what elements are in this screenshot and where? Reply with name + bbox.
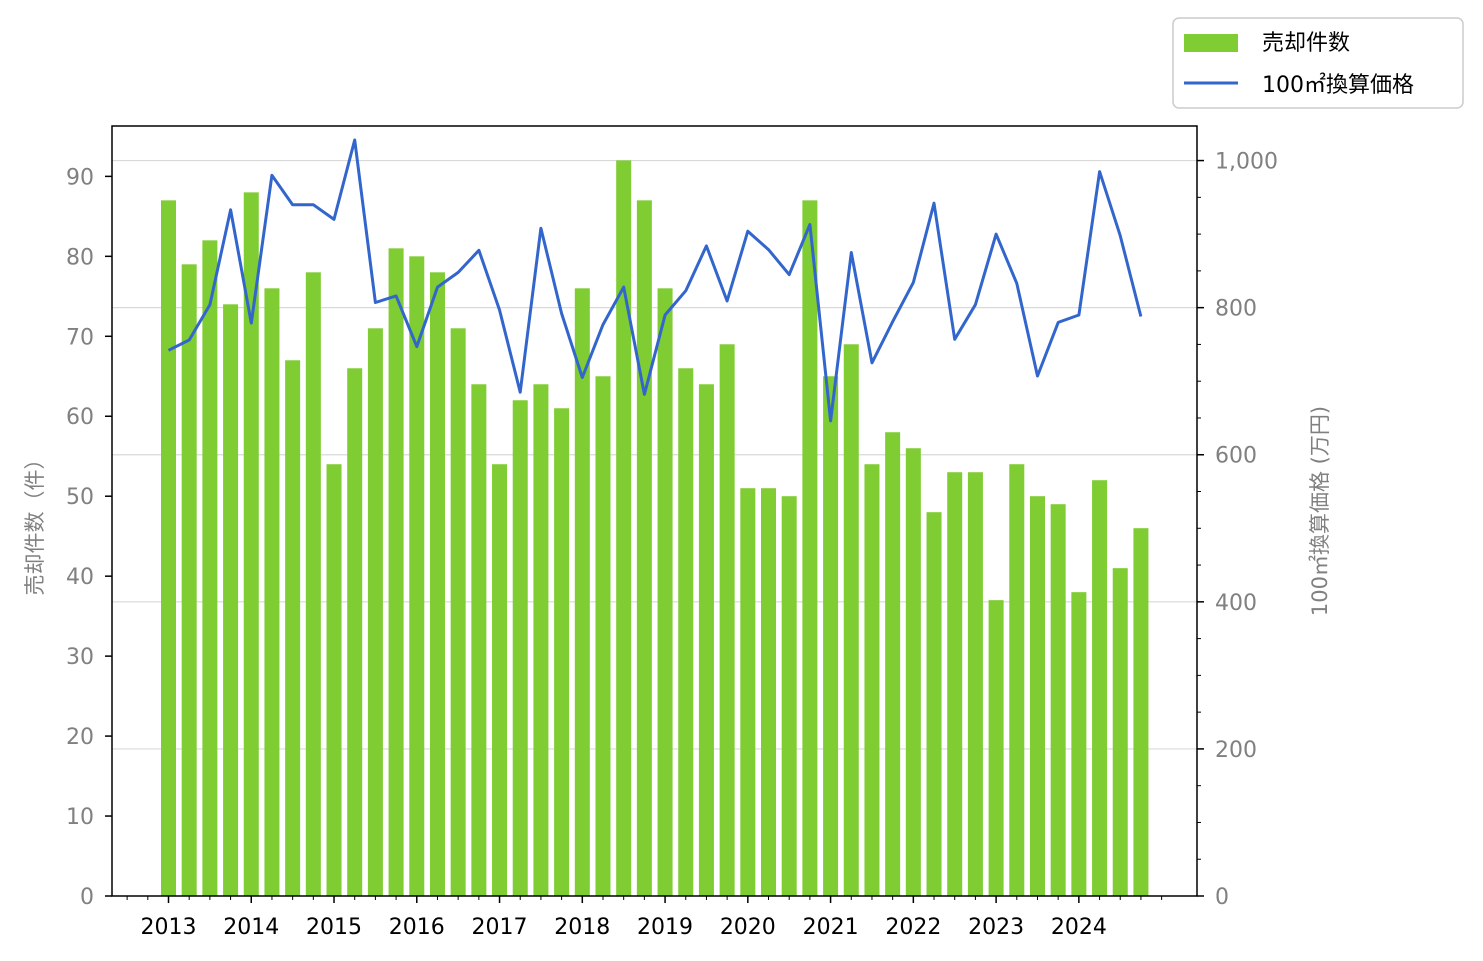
right-axis-label: 100㎡換算価格 (万円) [1308,406,1332,616]
plot-frame [111,125,1198,897]
bar [388,248,404,897]
bar [843,344,859,896]
right-tick-label: 200 [1215,738,1257,763]
bar [740,488,756,896]
legend-box [1172,17,1464,109]
bar [905,448,921,896]
x-tick-label: 2015 [306,915,362,940]
legend: 売却件数 100㎡換算価格 [1172,17,1464,109]
line-series [167,138,1143,423]
left-tick-label: 50 [66,485,94,510]
bar [926,512,942,896]
bar [181,264,197,897]
bar [326,464,342,896]
bar [1009,464,1025,896]
bar [1133,528,1149,896]
x-tick-label: 2019 [637,915,693,940]
bar [1029,496,1045,896]
right-tick-label: 600 [1215,444,1257,469]
x-tick-label: 2021 [803,915,859,940]
legend-line-label: 100㎡換算価格 [1262,72,1414,98]
bar [947,472,963,896]
bar [678,368,694,896]
x-tick-label: 2018 [554,915,610,940]
left-tick-label: 20 [66,725,94,750]
bar [492,464,508,896]
bar [719,344,735,896]
left-tick-label: 0 [80,885,94,910]
bar [554,408,570,896]
bar [243,192,259,896]
bar-series [161,160,1149,897]
left-tick-label: 40 [66,565,94,590]
x-tick-label: 2013 [141,915,197,940]
left-axis: 0 10 20 30 40 50 60 70 80 90 [66,165,112,910]
bar [471,384,487,896]
bar [450,328,466,896]
left-tick-label: 10 [66,805,94,830]
bar [409,256,425,897]
x-axis: 2013 2014 2015 2016 2017 2018 2019 2020 2021 2022… [126,896,1163,940]
bar [988,600,1004,896]
bar [305,272,321,896]
bar [367,328,383,896]
bar [1112,568,1128,896]
bar [761,488,777,896]
x-tick-label: 2020 [720,915,776,940]
bar [864,464,880,896]
bar [1092,480,1108,896]
right-tick-label: 400 [1215,591,1257,616]
bar [202,240,218,897]
bar [781,496,797,896]
bar [636,200,652,896]
bar [223,304,239,896]
left-tick-label: 60 [66,405,94,430]
bar [347,368,363,896]
bar [823,376,839,896]
right-tick-label: 800 [1215,297,1257,322]
bar [512,400,528,896]
legend-bar-swatch [1184,34,1238,52]
left-tick-label: 30 [66,645,94,670]
x-tick-label: 2023 [968,915,1024,940]
x-tick-label: 2022 [885,915,941,940]
bar [967,472,983,896]
right-tick-label: 0 [1215,885,1229,910]
bar [533,384,549,896]
left-tick-label: 90 [66,165,94,190]
bar [698,384,714,896]
right-axis: 0 200 400 600 800 1,000 [1197,150,1278,910]
x-tick-label: 2024 [1051,915,1107,940]
x-tick-label: 2017 [472,915,528,940]
bar [595,376,611,896]
bar [574,288,590,896]
bar [264,288,280,896]
left-tick-label: 80 [66,245,94,270]
x-tick-label: 2016 [389,915,445,940]
left-tick-label: 70 [66,325,94,350]
bar [429,272,445,896]
bar [802,200,818,896]
x-tick-label: 2014 [223,915,279,940]
bar [616,160,632,896]
bar [285,360,301,896]
right-tick-label: 1,000 [1215,150,1278,175]
bar [657,288,673,896]
bar [1050,504,1066,896]
bar [161,200,176,896]
price-line [167,138,1143,423]
left-axis-label: 売却件数（件） [23,449,47,596]
legend-bar-label: 売却件数 [1262,31,1350,56]
bar [885,432,901,896]
bar [1071,592,1087,896]
